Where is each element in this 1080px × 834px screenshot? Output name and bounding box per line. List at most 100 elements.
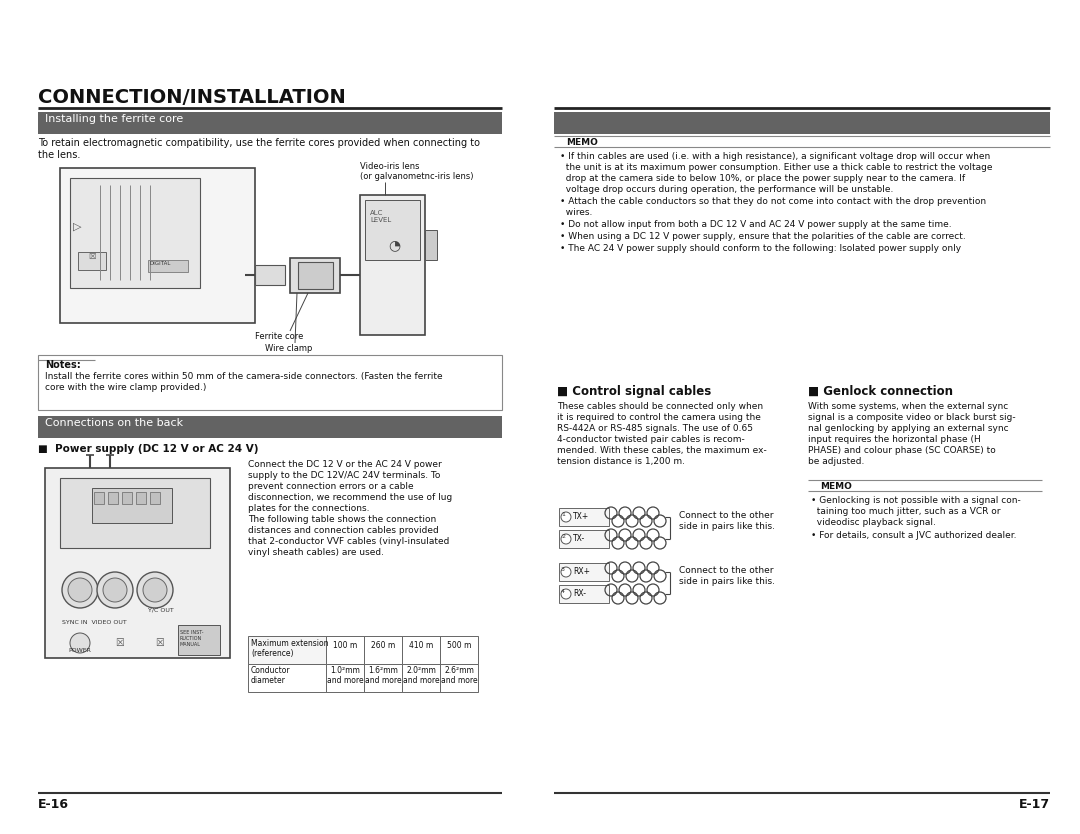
Text: Notes:: Notes: xyxy=(45,360,81,370)
Bar xyxy=(365,200,420,260)
Text: E-17: E-17 xyxy=(1018,798,1050,811)
Text: tension distance is 1,200 m.: tension distance is 1,200 m. xyxy=(557,457,685,466)
Circle shape xyxy=(70,633,90,653)
Circle shape xyxy=(137,572,173,608)
Bar xyxy=(148,260,188,272)
Text: disconnection, we recommend the use of lug: disconnection, we recommend the use of l… xyxy=(248,493,453,502)
Text: input requires the horizontal phase (H: input requires the horizontal phase (H xyxy=(808,435,981,444)
Text: SEE INST-
RUCTION
MANUAL: SEE INST- RUCTION MANUAL xyxy=(180,630,203,646)
Text: 100 m: 100 m xyxy=(333,641,357,650)
Text: E-16: E-16 xyxy=(38,798,69,811)
Bar xyxy=(38,355,502,410)
Text: supply to the DC 12V/AC 24V terminals. To: supply to the DC 12V/AC 24V terminals. T… xyxy=(248,471,441,480)
Bar xyxy=(402,664,440,692)
Text: the lens.: the lens. xyxy=(38,150,80,160)
Text: • Genlocking is not possible with a signal con-: • Genlocking is not possible with a sign… xyxy=(811,496,1021,505)
Bar xyxy=(255,265,285,285)
Bar xyxy=(559,563,609,581)
Bar xyxy=(94,492,104,504)
Text: • If thin cables are used (i.e. with a high resistance), a significant voltage d: • If thin cables are used (i.e. with a h… xyxy=(561,152,990,161)
Bar xyxy=(554,112,1050,134)
Bar xyxy=(38,416,502,438)
Text: be adjusted.: be adjusted. xyxy=(808,457,864,466)
Text: voltage drop occurs during operation, the performance will be unstable.: voltage drop occurs during operation, th… xyxy=(561,185,893,194)
Text: 2.0²mm
and more: 2.0²mm and more xyxy=(403,666,440,686)
Text: ☒: ☒ xyxy=(114,638,124,648)
Bar xyxy=(291,258,340,293)
Text: wires.: wires. xyxy=(561,208,592,217)
Circle shape xyxy=(561,534,571,544)
Bar xyxy=(38,112,502,134)
Text: 2.6²mm
and more: 2.6²mm and more xyxy=(441,666,477,686)
Bar xyxy=(45,468,230,658)
Circle shape xyxy=(561,589,571,599)
Text: The following table shows the connection: The following table shows the connection xyxy=(248,515,436,524)
Text: drop at the camera side to below 10%, or place the power supply near to the came: drop at the camera side to below 10%, or… xyxy=(561,174,966,183)
Text: that 2-conductor VVF cables (vinyl-insulated: that 2-conductor VVF cables (vinyl-insul… xyxy=(248,537,449,546)
Circle shape xyxy=(62,572,98,608)
Bar xyxy=(70,178,200,288)
Bar xyxy=(426,230,437,260)
Text: prevent connection errors or a cable: prevent connection errors or a cable xyxy=(248,482,414,491)
Bar xyxy=(559,530,609,548)
Text: • When using a DC 12 V power supply, ensure that the polarities of the cable are: • When using a DC 12 V power supply, ens… xyxy=(561,232,966,241)
Text: PHASE) and colour phase (SC COARSE) to: PHASE) and colour phase (SC COARSE) to xyxy=(808,446,996,455)
Text: ■  Power supply (DC 12 V or AC 24 V): ■ Power supply (DC 12 V or AC 24 V) xyxy=(38,444,258,454)
Bar xyxy=(364,636,402,664)
Text: 1: 1 xyxy=(562,512,565,517)
Text: side in pairs like this.: side in pairs like this. xyxy=(679,577,775,586)
Text: • For details, consult a JVC authorized dealer.: • For details, consult a JVC authorized … xyxy=(811,531,1016,540)
Text: ◔: ◔ xyxy=(388,238,400,252)
Bar xyxy=(60,478,210,548)
Text: Connect to the other: Connect to the other xyxy=(679,566,773,575)
Text: 4-conductor twisted pair cables is recom-: 4-conductor twisted pair cables is recom… xyxy=(557,435,745,444)
Text: nal genlocking by applying an external sync: nal genlocking by applying an external s… xyxy=(808,424,1009,433)
Text: Y/C OUT: Y/C OUT xyxy=(148,608,174,613)
Text: To retain electromagnetic compatibility, use the ferrite cores provided when con: To retain electromagnetic compatibility,… xyxy=(38,138,480,148)
Text: plates for the connections.: plates for the connections. xyxy=(248,504,369,513)
Text: Maximum extension
(reference): Maximum extension (reference) xyxy=(251,639,328,658)
Bar xyxy=(78,252,106,270)
Text: 2: 2 xyxy=(561,534,565,539)
Circle shape xyxy=(68,578,92,602)
Text: These cables should be connected only when: These cables should be connected only wh… xyxy=(557,402,764,411)
Circle shape xyxy=(97,572,133,608)
Text: RX-: RX- xyxy=(573,589,586,598)
Text: distances and connection cables provided: distances and connection cables provided xyxy=(248,526,438,535)
Text: Installing the ferrite core: Installing the ferrite core xyxy=(45,114,184,124)
Text: 1.6²mm
and more: 1.6²mm and more xyxy=(365,666,402,686)
Text: Ferrite core: Ferrite core xyxy=(255,332,303,341)
Text: core with the wire clamp provided.): core with the wire clamp provided.) xyxy=(45,383,206,392)
Text: ALC
LEVEL: ALC LEVEL xyxy=(370,210,391,223)
Text: 1.0²mm
and more: 1.0²mm and more xyxy=(326,666,363,686)
Text: MEMO: MEMO xyxy=(820,482,852,491)
Text: ■ Control signal cables: ■ Control signal cables xyxy=(557,385,712,398)
Bar xyxy=(559,585,609,603)
Text: side in pairs like this.: side in pairs like this. xyxy=(679,522,775,531)
Text: Conductor
diameter: Conductor diameter xyxy=(251,666,291,686)
Bar xyxy=(364,664,402,692)
Bar xyxy=(402,636,440,664)
Text: Connect to the other: Connect to the other xyxy=(679,511,773,520)
Circle shape xyxy=(561,567,571,577)
Text: 3: 3 xyxy=(561,567,565,572)
Text: SYNC IN  VIDEO OUT: SYNC IN VIDEO OUT xyxy=(62,620,126,625)
Circle shape xyxy=(561,512,571,522)
Text: Install the ferrite cores within 50 mm of the camera-side connectors. (Fasten th: Install the ferrite cores within 50 mm o… xyxy=(45,372,443,381)
Circle shape xyxy=(103,578,127,602)
Text: RX+: RX+ xyxy=(573,567,590,576)
Text: it is required to control the camera using the: it is required to control the camera usi… xyxy=(557,413,761,422)
Text: POWER: POWER xyxy=(68,648,91,653)
Bar xyxy=(360,195,426,335)
Text: vinyl sheath cables) are used.: vinyl sheath cables) are used. xyxy=(248,548,384,557)
Bar xyxy=(122,492,132,504)
Bar xyxy=(178,625,220,655)
Bar xyxy=(298,262,333,289)
Bar xyxy=(248,664,326,692)
Text: ■ Genlock connection: ■ Genlock connection xyxy=(808,385,953,398)
Text: (or galvanometnc-iris lens): (or galvanometnc-iris lens) xyxy=(360,172,473,181)
Text: With some systems, when the external sync: With some systems, when the external syn… xyxy=(808,402,1009,411)
Text: CONNECTION/INSTALLATION: CONNECTION/INSTALLATION xyxy=(38,88,346,107)
Bar xyxy=(326,664,364,692)
Bar xyxy=(559,508,609,526)
